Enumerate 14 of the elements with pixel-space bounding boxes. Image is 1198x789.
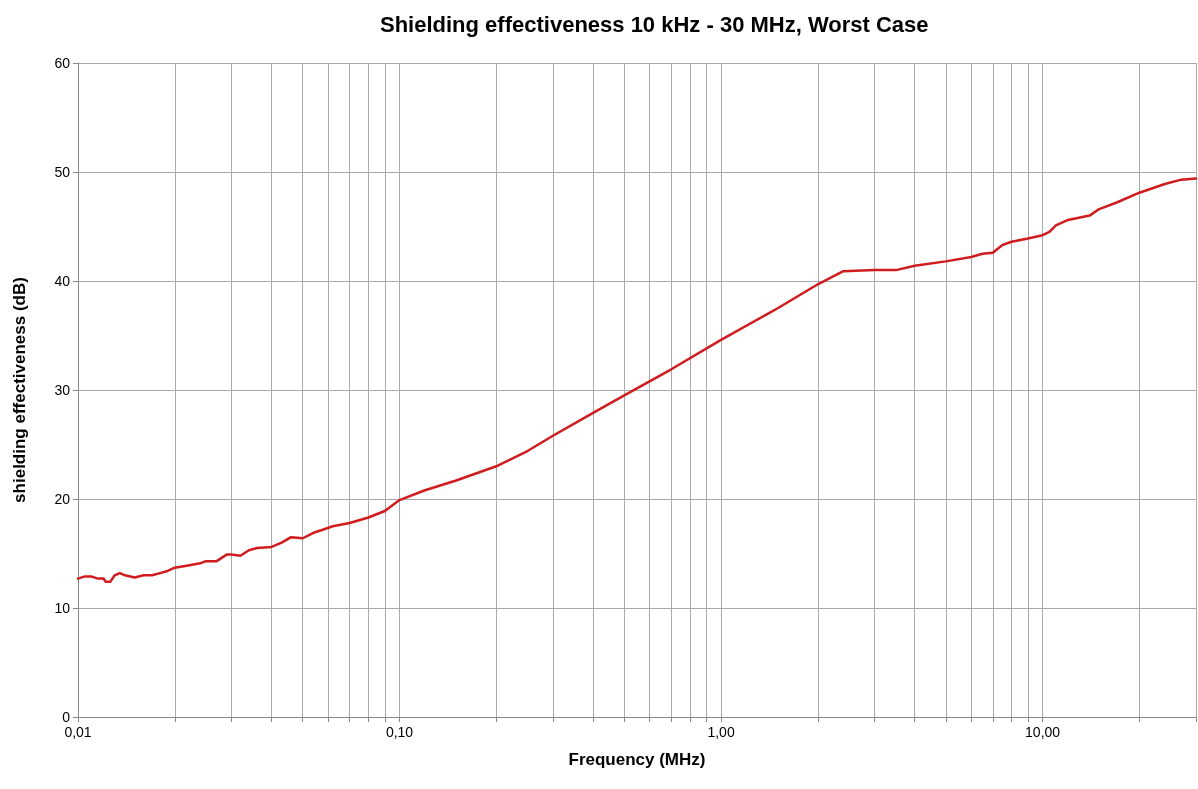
y-tick-label: 60 bbox=[54, 55, 71, 71]
x-tick-label: 0,01 bbox=[64, 724, 92, 740]
y-tick-label: 30 bbox=[54, 382, 71, 398]
x-tick-label: 0,10 bbox=[385, 724, 414, 740]
x-tick-label: 10,00 bbox=[1025, 724, 1061, 740]
y-axis-title: shielding effectiveness (dB) bbox=[10, 277, 29, 503]
chart-title: Shielding effectiveness 10 kHz - 30 MHz, Worst Case bbox=[380, 11, 929, 37]
y-tick-label: 50 bbox=[54, 164, 71, 180]
y-tick-label: 10 bbox=[54, 600, 71, 616]
y-tick-label: 0 bbox=[62, 709, 71, 725]
x-tick-label: 1,00 bbox=[707, 724, 735, 740]
y-tick-label: 40 bbox=[54, 273, 71, 289]
y-tick-label: 20 bbox=[54, 491, 71, 507]
x-axis-title: Frequency (MHz) bbox=[568, 750, 706, 769]
